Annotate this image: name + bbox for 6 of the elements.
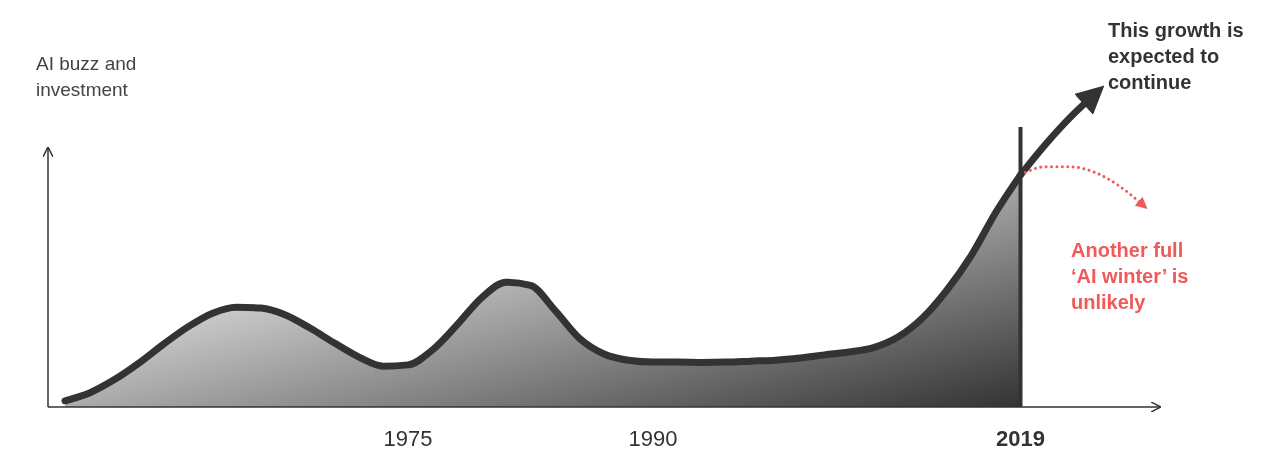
x-tick-label: 1975 [383,426,433,451]
x-tick-label: 1990 [628,426,678,451]
x-tick-label: 2019 [996,426,1045,451]
series-label: This growth is expected to continue [1108,19,1244,93]
text: Another full ‘AI winter’ is unlikely [1071,239,1189,314]
y-axis-title: AI buzz and investment [36,53,137,100]
